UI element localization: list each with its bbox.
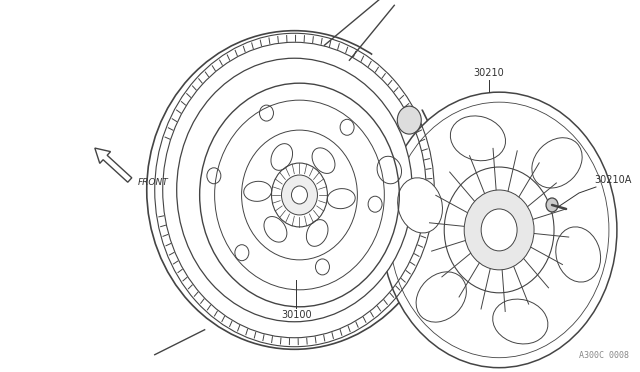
Text: A300C 0008: A300C 0008 [579, 351, 629, 360]
Text: 30210: 30210 [474, 68, 504, 78]
Ellipse shape [451, 116, 506, 161]
Ellipse shape [532, 138, 582, 188]
Ellipse shape [546, 198, 558, 212]
Ellipse shape [365, 29, 463, 112]
Ellipse shape [416, 272, 467, 322]
Ellipse shape [282, 175, 317, 215]
Ellipse shape [481, 209, 517, 251]
Ellipse shape [397, 178, 442, 233]
Ellipse shape [177, 58, 412, 322]
Text: FRONT: FRONT [138, 177, 168, 186]
Ellipse shape [291, 186, 307, 204]
Ellipse shape [147, 31, 442, 349]
Ellipse shape [464, 190, 534, 270]
Ellipse shape [556, 227, 600, 282]
FancyArrow shape [95, 148, 132, 182]
Text: 30100: 30100 [281, 310, 312, 320]
Ellipse shape [397, 106, 421, 134]
Ellipse shape [381, 92, 617, 368]
Ellipse shape [493, 299, 548, 344]
Text: 30210A: 30210A [594, 175, 631, 185]
